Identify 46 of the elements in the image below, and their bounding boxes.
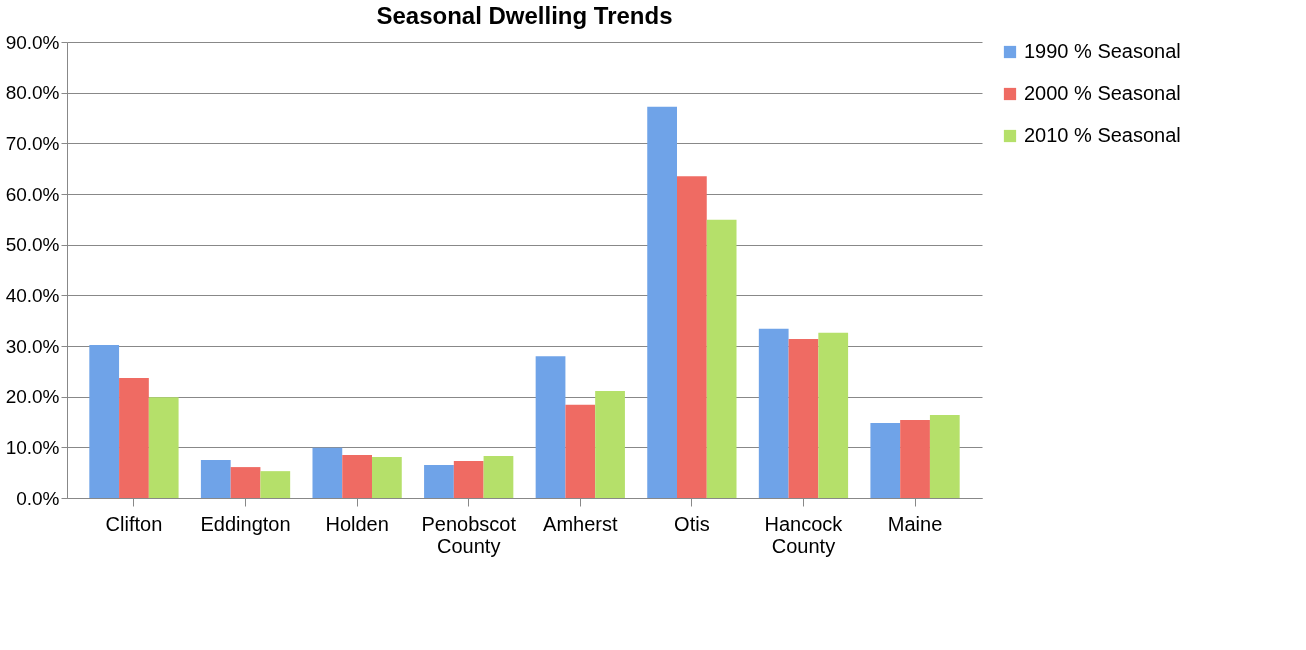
chart-title: Seasonal Dwelling Trends [376, 2, 673, 29]
bar [870, 423, 901, 498]
bar [758, 328, 789, 498]
y-tick-label: 50.0% [5, 234, 60, 256]
x-tick-label: Eddington [200, 512, 291, 535]
x-tick-label: Holden [325, 512, 389, 535]
bar [119, 377, 149, 498]
y-tick-label: 10.0% [5, 436, 60, 458]
bar [260, 471, 291, 498]
legend-label: 1990 % Seasonal [1024, 40, 1181, 62]
x-tick-label: Otis [674, 512, 710, 535]
bar [565, 404, 596, 498]
legend-label: 2010 % Seasonal [1024, 124, 1181, 146]
y-tick-label: 80.0% [5, 82, 60, 104]
x-tick-label: Clifton [105, 512, 163, 535]
bar [706, 219, 737, 498]
x-tick-label: Amherst [543, 512, 618, 535]
y-tick-label: 70.0% [5, 132, 60, 154]
y-tick-label: 90.0% [5, 31, 60, 53]
y-tick-label: 30.0% [5, 335, 60, 357]
bar [230, 467, 261, 498]
bar [200, 460, 231, 498]
bar [595, 391, 625, 498]
bar [818, 332, 849, 498]
bar [453, 461, 484, 498]
bar [372, 456, 402, 498]
bar [89, 344, 120, 498]
legend-label: 2000 % Seasonal [1024, 82, 1181, 104]
bar [148, 397, 179, 498]
bar [900, 419, 930, 498]
y-tick-label: 40.0% [5, 284, 60, 306]
x-tick-label: Hancock County [764, 512, 844, 557]
bar [424, 465, 454, 498]
y-tick-label: 20.0% [5, 386, 60, 408]
y-tick-label: 60.0% [5, 183, 60, 205]
x-tick-label: Penobscot County [421, 512, 517, 557]
y-tick-label: 0.0% [16, 487, 60, 509]
bar [312, 447, 343, 498]
bar [535, 356, 566, 498]
bar [483, 455, 514, 498]
bar [677, 176, 707, 498]
bar [929, 414, 960, 498]
bar [342, 454, 372, 498]
bar [647, 106, 677, 498]
bar [788, 338, 819, 498]
x-tick-label: Maine [887, 512, 943, 535]
